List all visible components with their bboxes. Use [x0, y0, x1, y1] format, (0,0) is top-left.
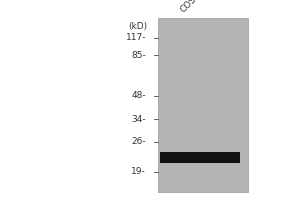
Bar [160, 152, 240, 163]
Text: 85-: 85- [131, 50, 146, 60]
Text: 19-: 19- [131, 168, 146, 176]
Bar [158, 18, 248, 192]
Text: 34-: 34- [131, 114, 146, 123]
Text: 117-: 117- [125, 33, 146, 43]
Text: COS7: COS7 [178, 0, 203, 14]
Text: 48-: 48- [131, 92, 146, 100]
Text: (kD): (kD) [128, 22, 147, 31]
Text: 26-: 26- [131, 138, 146, 146]
